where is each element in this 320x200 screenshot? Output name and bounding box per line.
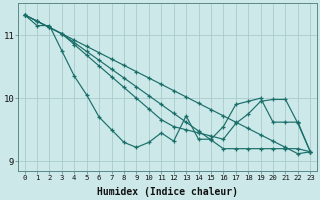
X-axis label: Humidex (Indice chaleur): Humidex (Indice chaleur) — [97, 186, 238, 197]
